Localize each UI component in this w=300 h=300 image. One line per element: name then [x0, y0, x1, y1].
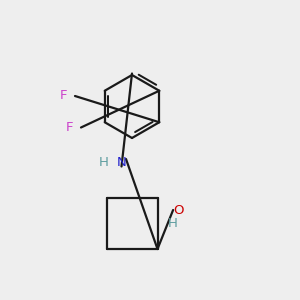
- Text: H: H: [168, 217, 177, 230]
- Text: O: O: [173, 203, 184, 217]
- Text: N: N: [117, 155, 126, 169]
- Text: F: F: [66, 121, 74, 134]
- Text: F: F: [60, 89, 68, 103]
- Text: H: H: [99, 155, 108, 169]
